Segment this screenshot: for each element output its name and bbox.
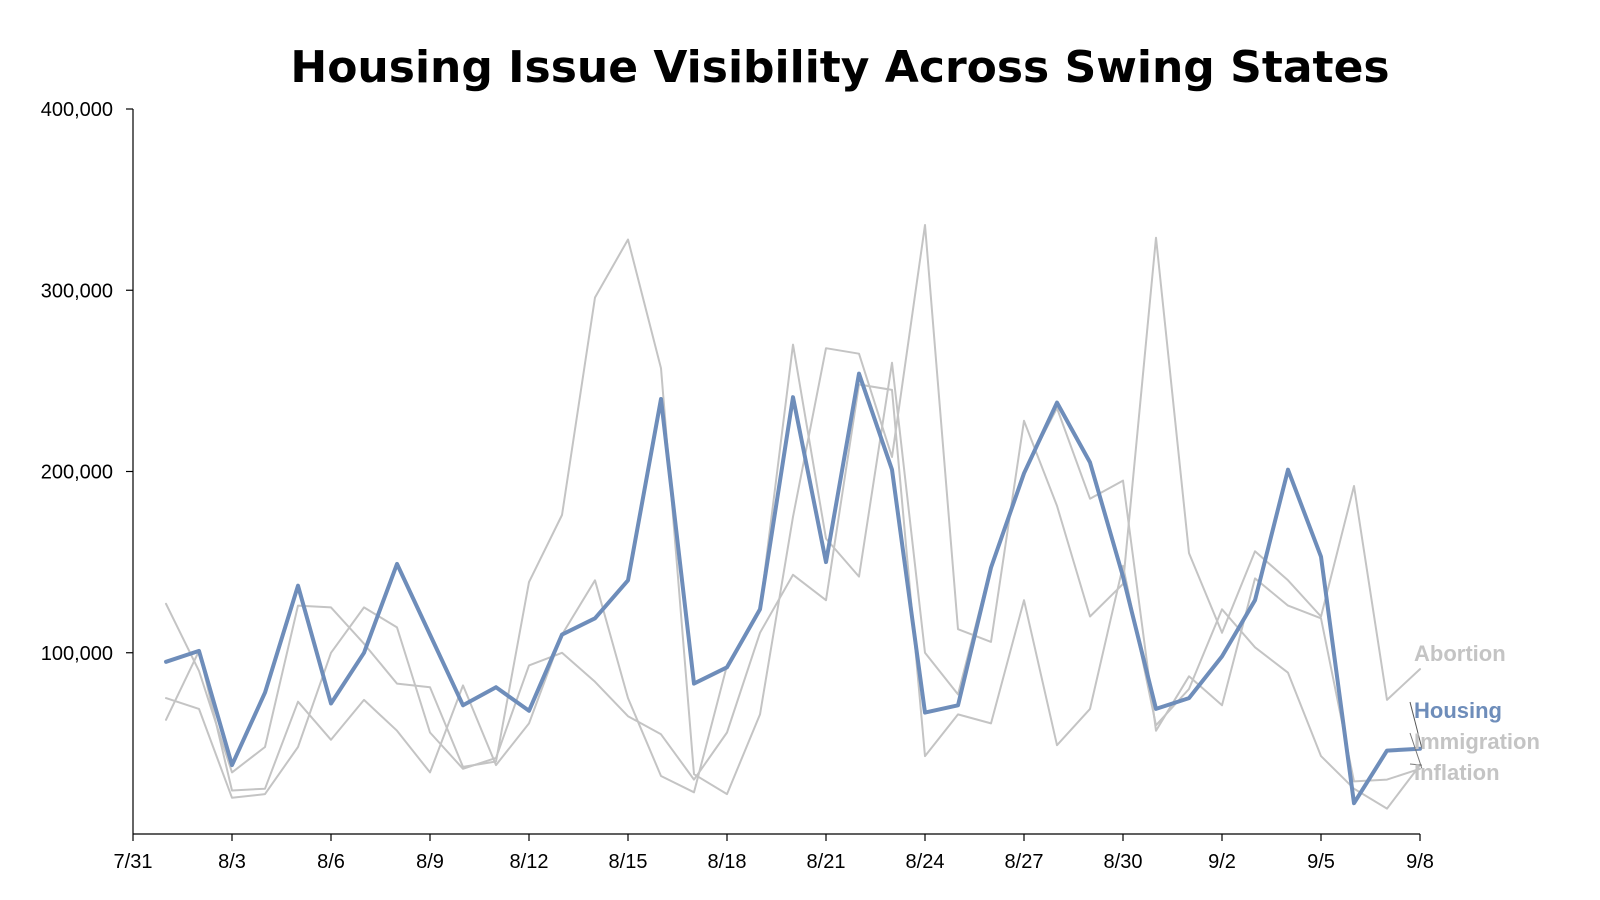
x-tick-label: 8/12 <box>510 851 549 873</box>
chart-title: Housing Issue Visibility Across Swing St… <box>290 42 1390 93</box>
y-tick-label: 200,000 <box>41 462 113 484</box>
x-tick-label: 9/2 <box>1208 851 1236 873</box>
muted-series-group <box>165 224 1421 810</box>
highlight-series-group <box>164 371 1422 806</box>
legend-label-inflation: Inflation <box>1414 760 1500 785</box>
series-line-immigration <box>165 343 1421 794</box>
legend-leader-housing <box>1409 701 1423 749</box>
x-tick-label: 8/15 <box>609 851 648 873</box>
series-line-abortion <box>165 224 1421 796</box>
legend-label-housing: Housing <box>1414 698 1502 723</box>
x-tick-label: 8/30 <box>1104 851 1143 873</box>
legend: Abortion Housing Immigration Inflation <box>1409 641 1540 785</box>
x-tick-label: 9/5 <box>1307 851 1335 873</box>
y-tick-label: 400,000 <box>41 99 113 121</box>
x-tick-label: 8/6 <box>317 851 345 873</box>
legend-leader-immigration <box>1409 732 1423 769</box>
x-tick-label: 8/9 <box>416 851 444 873</box>
legend-label-abortion: Abortion <box>1414 641 1506 666</box>
legend-leader-inflation <box>1409 763 1423 766</box>
axes: 400,000 300,000 200,000 100,000 7/31 8/3 8/6 8/… <box>41 99 1434 873</box>
y-tick-label: 300,000 <box>41 280 113 302</box>
x-tick-label: 8/18 <box>708 851 747 873</box>
series-line-inflation <box>165 383 1421 810</box>
x-tick-label: 8/3 <box>218 851 246 873</box>
x-tick-label: 8/24 <box>906 851 945 873</box>
x-tick-label: 8/27 <box>1005 851 1044 873</box>
x-tick-label: 9/8 <box>1406 851 1434 873</box>
legend-label-immigration: Immigration <box>1414 729 1540 754</box>
y-tick-label: 100,000 <box>41 643 113 665</box>
x-tick-label: 7/31 <box>114 851 153 873</box>
x-tick-label: 8/21 <box>807 851 846 873</box>
series-line-housing <box>164 371 1422 806</box>
